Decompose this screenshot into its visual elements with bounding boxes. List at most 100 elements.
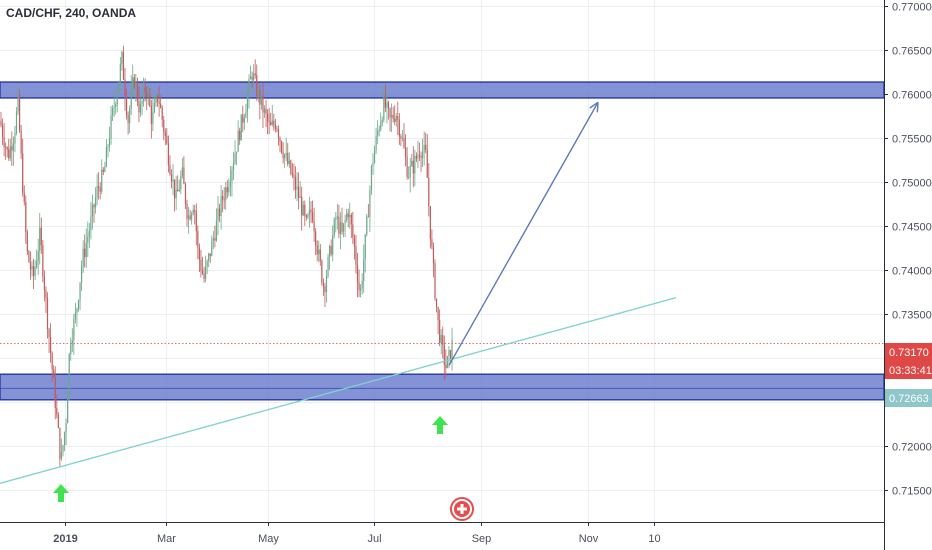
candle-body: [284, 154, 286, 159]
candle-body: [366, 216, 368, 235]
candle-body: [105, 147, 107, 167]
candle-body: [239, 130, 241, 141]
candle-body: [53, 369, 55, 378]
candle-body: [277, 129, 280, 139]
candle-body: [138, 101, 140, 113]
candle-body: [208, 253, 210, 261]
candle-body: [113, 106, 115, 108]
candle-body: [116, 91, 118, 105]
candle-body: [445, 364, 447, 368]
candle-body: [431, 239, 433, 247]
candle-body: [360, 288, 362, 291]
candle-body: [381, 119, 383, 123]
candle-body: [84, 248, 86, 258]
candle-body: [437, 307, 439, 321]
candle-body: [124, 79, 126, 98]
candle-body: [174, 179, 176, 199]
candle-body: [164, 131, 166, 136]
y-tick-label: 0.72000: [892, 442, 932, 454]
candle-body: [223, 199, 225, 201]
y-tick-label: 0.75000: [892, 178, 932, 190]
candle-body: [220, 196, 222, 217]
candle-body: [156, 95, 159, 102]
candle-body: [290, 160, 292, 174]
y-tick-label: 0.76000: [892, 90, 932, 102]
candle-body: [104, 166, 106, 172]
projection-arrow[interactable]: [448, 101, 599, 366]
candle-body: [206, 260, 208, 267]
candle-body: [356, 265, 359, 283]
candle-body: [363, 259, 365, 282]
candle-body: [411, 160, 413, 166]
candle-body: [391, 114, 393, 118]
candle-body: [369, 190, 371, 218]
candle-body: [262, 95, 264, 113]
candle-body: [144, 87, 146, 93]
candle-body: [152, 111, 154, 124]
y-tick-label: 0.77000: [892, 2, 932, 14]
candle-body: [25, 201, 27, 232]
price-axis[interactable]: 0.77000 0.76500 0.76000 0.75500 0.75000 0.745…: [884, 0, 932, 550]
candle-body: [280, 141, 283, 152]
candles-layer: [0, 45, 453, 468]
candle-body: [203, 273, 205, 280]
symbol-title: CAD/CHF, 240, OANDA: [6, 6, 137, 20]
candle-body: [194, 209, 196, 212]
candle-body: [29, 262, 32, 270]
candle-body: [74, 312, 76, 320]
candle-body: [127, 115, 129, 124]
tradingview-logo[interactable]: [450, 497, 474, 521]
candle-body: [150, 105, 152, 124]
candle-body: [361, 281, 363, 289]
candle-body: [291, 173, 293, 176]
candle-body: [442, 335, 444, 345]
candle-body: [110, 115, 112, 139]
countdown-badge: 03:33:41: [889, 365, 932, 377]
candle-body: [422, 151, 424, 159]
time-axis[interactable]: 2019 Mar May Jul Sep Nov 10: [0, 522, 884, 545]
candle-body: [87, 236, 89, 243]
current-price-badge: 0.73170: [889, 347, 929, 359]
candle-body: [259, 89, 261, 105]
candle-body: [19, 94, 21, 131]
candle-body: [85, 242, 87, 258]
candle-body: [265, 108, 267, 115]
countdown-badge-bg: [885, 361, 932, 379]
candle-body: [186, 203, 188, 219]
support-zone[interactable]: [0, 373, 885, 401]
candle-body: [448, 350, 450, 357]
candle-body: [242, 114, 244, 123]
candle-body: [324, 286, 326, 293]
green-up-arrow-icon: [432, 416, 448, 434]
candle-body: [389, 108, 391, 118]
candle-body: [418, 154, 421, 156]
candle-body: [325, 276, 328, 293]
candle-body: [304, 204, 306, 216]
candle-body: [146, 92, 148, 97]
candle-body: [130, 89, 132, 109]
candle-body: [383, 94, 385, 120]
candle-body: [141, 101, 143, 105]
candle-body: [339, 222, 342, 234]
zones-layer: [0, 81, 885, 401]
candle-body: [180, 176, 182, 190]
candle-body: [406, 156, 408, 178]
candle-body: [102, 169, 104, 172]
candle-body: [234, 153, 236, 164]
candle-body: [46, 297, 49, 330]
chart-grid: [0, 0, 884, 522]
candle-body: [88, 230, 90, 237]
trendline[interactable]: [0, 297, 677, 484]
candle-body: [254, 73, 256, 76]
candle-body: [308, 209, 311, 216]
up-arrows-layer: [53, 416, 448, 502]
candle-body: [274, 124, 276, 129]
candle-body: [355, 246, 357, 266]
candle-body: [282, 151, 284, 159]
price-axis-bg: [884, 0, 932, 550]
level-price-badge-bg: [885, 389, 932, 407]
candle-body: [370, 166, 373, 191]
candle-body: [62, 445, 64, 453]
x-tick-label: Jul: [367, 533, 381, 545]
